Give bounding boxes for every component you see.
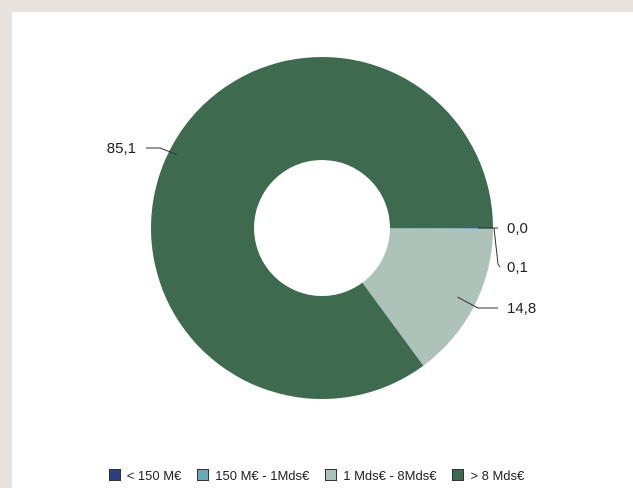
data-label-2: 14,8 [507,300,536,317]
legend-swatch-3 [452,469,465,481]
data-label-3: 85,1 [107,140,136,157]
legend-item-1: 150 M€ - 1Mds€ [197,468,309,483]
legend-item-0: < 150 M€ [108,467,182,483]
legend: < 150 M€ 150 M€ - 1Mds€ 1 Mds€ - 8Mds€ > 8 … [0,465,633,485]
legend-item-2: 1 Mds€ - 8Mds€ [325,468,436,483]
data-label-0: 0,0 [507,220,528,237]
leader-lines-group [146,147,501,309]
data-labels-group: 0,0 0,1 14,8 85,1 [107,140,536,317]
legend-item-3: > 8 Mds€ [452,468,524,483]
legend-label-2: 1 Mds€ - 8Mds€ [343,467,437,483]
donut-hole [254,160,390,296]
legend-swatch-1 [197,469,210,481]
leader-line-1 [492,227,501,268]
leader-line-3 [146,147,177,155]
legend-label-1: 150 M€ - 1Mds€ [215,467,310,483]
legend-label-3: > 8 Mds€ [470,467,525,483]
data-label-1: 0,1 [507,259,528,276]
legend-swatch-0 [108,469,121,481]
leader-line-2 [457,296,498,309]
legend-swatch-2 [325,469,338,481]
legend-label-0: < 150 M€ [126,467,182,483]
